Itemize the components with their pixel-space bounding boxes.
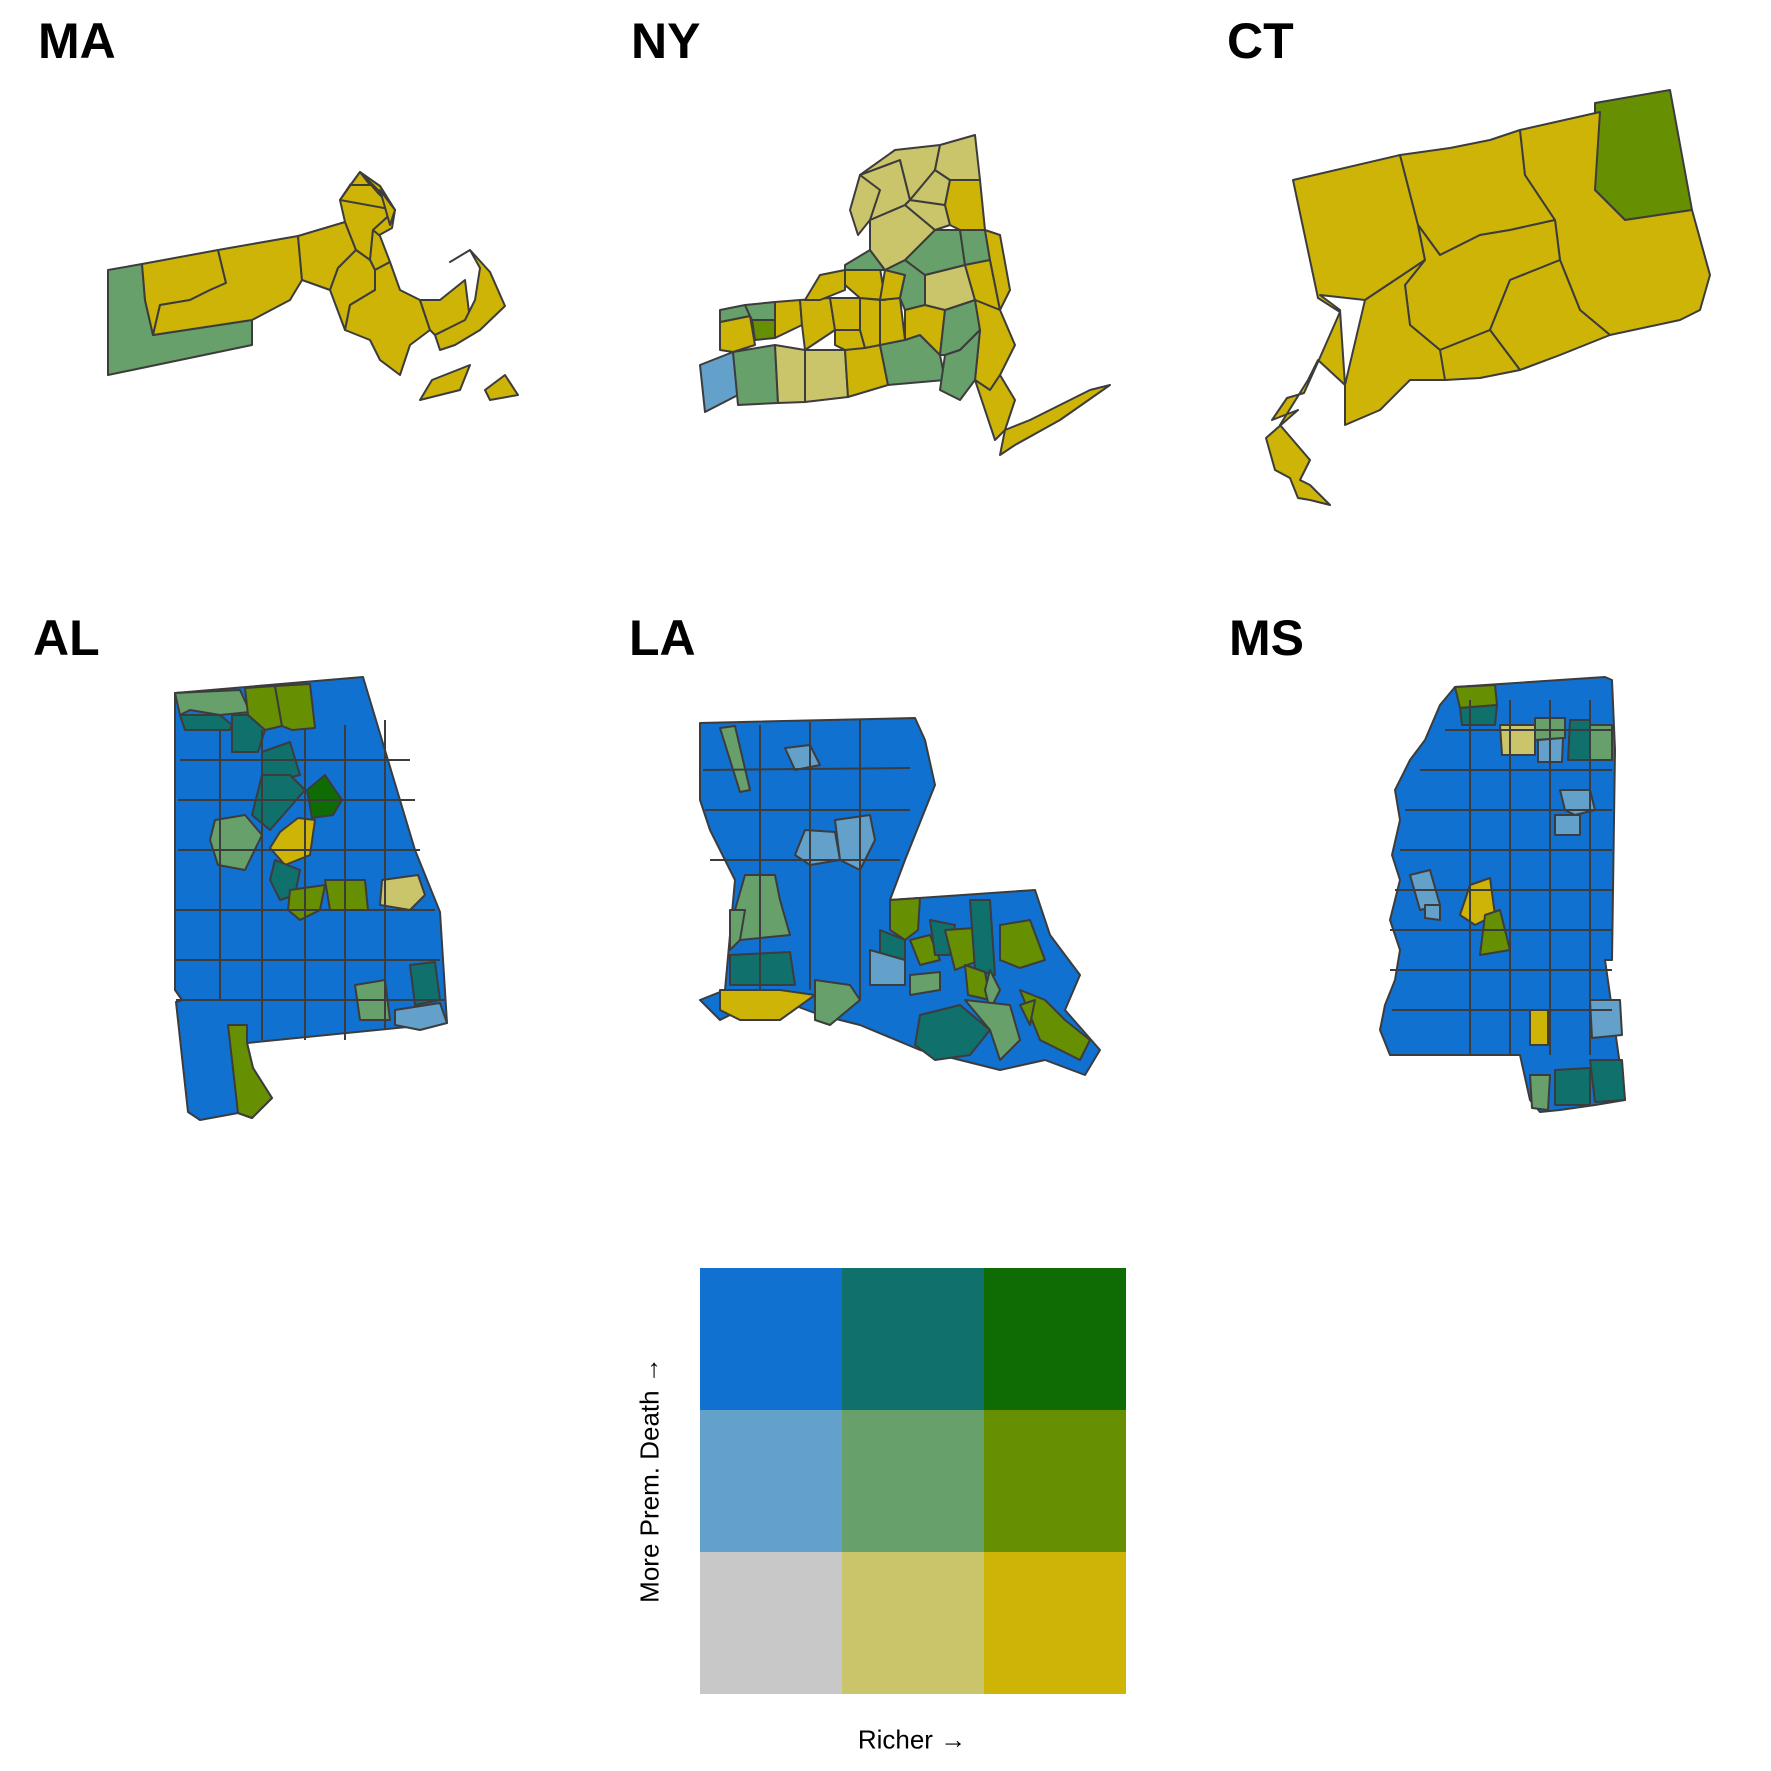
ny-county xyxy=(804,269,846,301)
ma-county xyxy=(484,374,519,401)
legend-cell xyxy=(700,1268,842,1410)
panel-title-al: AL xyxy=(33,610,100,666)
la-county xyxy=(1019,989,1091,1061)
ny-county xyxy=(849,174,881,236)
ny-county xyxy=(744,301,776,321)
ms-state-base xyxy=(1379,676,1626,1113)
bivariate-legend xyxy=(700,1268,1126,1694)
ct-county xyxy=(1489,259,1611,371)
ct-counties xyxy=(1265,89,1711,506)
al-counties xyxy=(174,676,448,1121)
ny-county xyxy=(834,329,866,351)
al-county xyxy=(287,884,326,921)
la-county-lines xyxy=(702,720,911,1000)
legend-cell xyxy=(984,1410,1126,1552)
al-county xyxy=(379,874,426,911)
la-county xyxy=(869,949,906,986)
ma-county xyxy=(434,249,506,351)
al-county xyxy=(269,817,316,866)
ms-counties xyxy=(1379,676,1626,1113)
al-county-lines xyxy=(176,720,445,1040)
ms-county-lines xyxy=(1390,700,1612,1055)
ms-county xyxy=(1559,789,1596,816)
ny-county xyxy=(984,229,1011,311)
la-county xyxy=(784,744,821,771)
ct-county xyxy=(1265,154,1426,506)
panel-title-la: LA xyxy=(629,610,696,666)
ms-county xyxy=(1529,1074,1551,1111)
ny-county xyxy=(974,374,1016,441)
al-county xyxy=(251,774,306,831)
ma-county xyxy=(419,364,471,401)
la-state-base xyxy=(699,717,1101,1076)
panel-title-ma: MA xyxy=(38,13,116,69)
al-county xyxy=(227,1024,273,1119)
la-county xyxy=(729,909,746,951)
la-county xyxy=(964,999,1021,1061)
al-county xyxy=(274,683,316,731)
la-county xyxy=(814,979,861,1026)
la-county xyxy=(794,829,841,866)
panel-title-ny: NY xyxy=(631,13,701,69)
al-county xyxy=(209,814,263,871)
legend-cell xyxy=(700,1552,842,1694)
legend-x-axis-label: Richer → xyxy=(857,1724,967,1755)
legend-cell xyxy=(700,1410,842,1552)
la-county xyxy=(909,971,941,996)
la-counties xyxy=(699,717,1101,1076)
ms-county xyxy=(1589,999,1623,1039)
ms-county xyxy=(1499,724,1536,756)
legend-cell xyxy=(984,1268,1126,1410)
legend-y-axis-label: More Prem. Death → xyxy=(634,1357,665,1603)
al-county xyxy=(394,1002,448,1031)
ms-county xyxy=(1424,904,1441,921)
la-county xyxy=(999,919,1046,969)
ms-county xyxy=(1567,719,1591,761)
panel-title-ms: MS xyxy=(1229,610,1304,666)
la-county xyxy=(914,1004,991,1061)
ma-county xyxy=(344,261,431,376)
ms-county xyxy=(1589,1059,1626,1103)
ny-counties xyxy=(699,134,1111,456)
panel-title-ct: CT xyxy=(1227,13,1294,69)
la-county xyxy=(719,989,816,1021)
legend-cell xyxy=(984,1552,1126,1694)
la-county xyxy=(1019,999,1036,1026)
la-county xyxy=(729,951,796,986)
ma-county xyxy=(379,189,396,226)
ct-county xyxy=(1439,329,1521,381)
ma-counties xyxy=(107,171,519,401)
ny-county xyxy=(999,384,1111,456)
legend-cell xyxy=(842,1552,984,1694)
la-county xyxy=(889,897,921,941)
legend-cell xyxy=(842,1268,984,1410)
ms-county xyxy=(1554,1067,1591,1106)
legend-cell xyxy=(842,1410,984,1552)
al-county xyxy=(244,685,283,731)
la-county xyxy=(834,814,876,871)
al-county xyxy=(306,774,343,819)
ms-county xyxy=(1529,1009,1549,1046)
ms-county xyxy=(1554,814,1581,836)
ms-county xyxy=(1459,704,1498,726)
la-county xyxy=(969,899,996,976)
